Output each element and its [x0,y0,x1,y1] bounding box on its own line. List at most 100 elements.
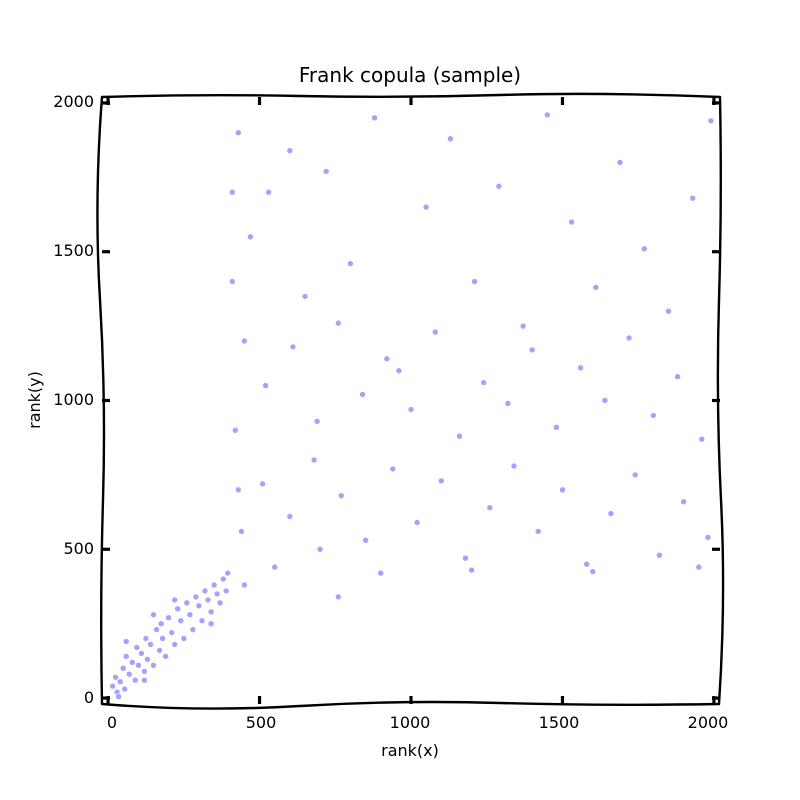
scatter-point [259,480,266,488]
scatter-point [186,611,194,619]
scatter-point [150,611,157,619]
scatter-point [322,168,330,175]
scatter-point [407,406,415,413]
scatter-point [413,519,421,526]
scatter-point [468,566,475,574]
scatter-point [616,159,624,166]
scatter-point [119,664,127,672]
scatter-point [589,568,597,575]
scatter-point [301,293,309,300]
scatter-point [528,346,536,354]
scatter-point [337,492,345,500]
x-tick-label-500: 500 [246,713,277,732]
scatter-point [210,581,218,589]
scatter-point [162,653,169,660]
scatter-point [625,334,633,342]
scatter-point [519,322,527,330]
scatter-point [122,653,130,660]
scatter-point [377,569,385,577]
scatter-point [640,245,648,253]
scatter-point [115,693,122,700]
scatter-point [241,337,248,345]
scatter-point [171,596,178,604]
scatter-point [180,635,188,642]
scatter-point [504,400,512,407]
scatter-point [153,626,160,633]
scatter-point [195,602,203,610]
scatter-point [192,593,200,601]
scatter-point [262,382,269,389]
scatter-point [121,685,128,693]
scatter-point [147,641,154,648]
points-layer [109,111,715,700]
scatter-point [238,528,245,535]
scatter-point [577,364,584,372]
scatter-point [310,456,318,464]
scatter-point [135,661,142,669]
scatter-point [631,471,639,479]
scatter-point [174,605,181,613]
scatter-point [216,599,224,607]
scatter-point [462,554,469,562]
x-axis-label: rank(x) [381,741,439,760]
scatter-point [334,319,342,327]
scatter-point [112,673,119,681]
scatter-point [232,426,239,434]
scatter-point [607,510,615,517]
scatter-point [141,667,148,675]
scatter-point [534,528,542,535]
scatter-point [141,676,148,684]
scatter-point [656,551,663,559]
scatter-point [286,513,294,520]
scatter-point [395,367,403,375]
scatter-point [133,644,141,651]
scatter-point [553,423,560,431]
scatter-point [235,486,242,494]
scatter-point [674,373,681,381]
scatter-point [265,188,272,196]
scatter-point [362,536,369,544]
scatter-point [207,608,215,616]
scatter-point [129,658,136,666]
scatter-point [219,575,227,583]
y-tick-label-2000: 2000 [53,92,94,111]
y-tick-label-1000: 1000 [53,390,94,409]
scatter-point [271,563,279,571]
x-axis-ticks [106,97,716,704]
scatter-point [704,534,712,541]
scatter-point [204,596,212,604]
scatter-point [229,188,236,196]
scatter-point [159,635,166,642]
scatter-point [247,233,254,241]
scatter-point [389,465,397,473]
scatter-point [334,593,342,601]
scatter-point [431,328,439,336]
y-axis-ticks [102,101,720,700]
x-tick-label-2000: 2000 [688,713,729,732]
scatter-point [437,477,445,485]
plot-frame [96,92,725,710]
y-tick-label-1500: 1500 [53,241,94,260]
scatter-point [650,412,657,419]
scatter-point [665,307,672,315]
scatter-point [371,114,378,122]
scatter-point [471,278,478,285]
scatter-point [592,284,600,291]
scatter-point [235,129,242,136]
scatter-point [286,147,294,154]
scatter-point [213,590,221,598]
scatter-point [157,620,165,628]
scatter-point [383,355,391,363]
scatter-point [486,504,494,511]
scatter-point [698,435,706,443]
scatter-point [177,617,185,625]
scatter-point [116,678,124,686]
scatter-point [171,641,178,648]
scatter-point [142,635,150,642]
scatter-point [510,462,518,470]
scatter-point [241,581,248,589]
scatter-point [289,343,297,351]
scatter-point [138,650,145,657]
scatter-point [583,560,591,568]
